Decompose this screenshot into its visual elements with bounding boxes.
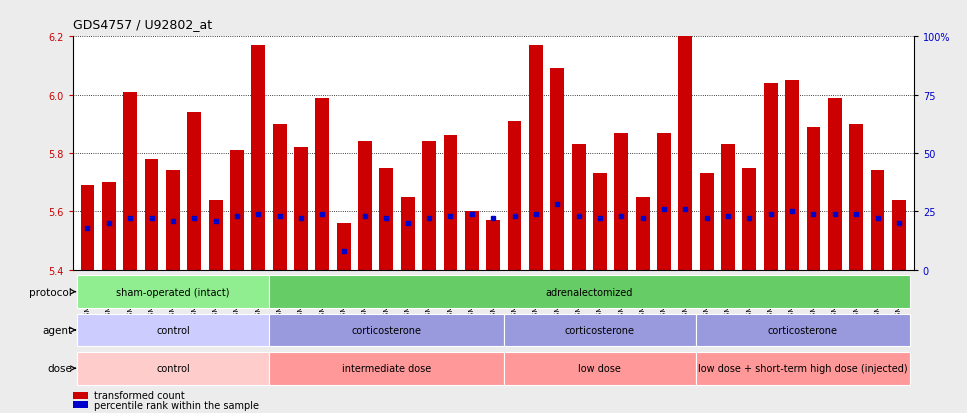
Bar [80, 185, 95, 270]
Bar [315, 98, 330, 270]
Bar [444, 136, 457, 270]
Text: agent: agent [42, 325, 73, 335]
Bar [188, 113, 201, 270]
Bar [379, 168, 394, 270]
Bar [145, 159, 159, 270]
Text: control: control [156, 363, 190, 373]
Bar [504, 352, 696, 385]
Bar [73, 401, 88, 408]
Bar [294, 148, 308, 270]
Bar [337, 223, 351, 270]
Bar [423, 142, 436, 270]
Bar [721, 145, 735, 270]
Text: protocol: protocol [29, 287, 73, 297]
Bar [486, 221, 500, 270]
Bar [550, 69, 564, 270]
Bar [166, 171, 180, 270]
Bar [400, 197, 415, 270]
Bar [123, 93, 137, 270]
Bar [529, 46, 542, 270]
Bar [269, 314, 504, 347]
Bar [870, 171, 885, 270]
Text: corticosterone: corticosterone [351, 325, 422, 335]
Bar [73, 392, 88, 399]
Bar [508, 121, 521, 270]
Bar [657, 133, 671, 270]
Bar [269, 275, 910, 308]
Text: adrenalectomized: adrenalectomized [545, 287, 633, 297]
Text: low dose + short-term high dose (injected): low dose + short-term high dose (injecte… [698, 363, 908, 373]
Bar [743, 168, 756, 270]
Bar [76, 352, 269, 385]
Text: dose: dose [47, 363, 73, 373]
Bar [696, 352, 910, 385]
Bar [764, 84, 777, 270]
Bar [635, 197, 650, 270]
Text: corticosterone: corticosterone [768, 325, 837, 335]
Bar [102, 183, 116, 270]
Text: control: control [156, 325, 190, 335]
Bar [696, 314, 910, 347]
Bar [785, 81, 799, 270]
Bar [230, 151, 244, 270]
Bar [892, 200, 906, 270]
Bar [76, 314, 269, 347]
Text: low dose: low dose [578, 363, 622, 373]
Text: transformed count: transformed count [94, 390, 185, 401]
Bar [806, 128, 820, 270]
Bar [614, 133, 629, 270]
Bar [251, 46, 265, 270]
Bar [76, 275, 269, 308]
Text: intermediate dose: intermediate dose [341, 363, 431, 373]
Bar [273, 124, 286, 270]
Bar [571, 145, 586, 270]
Bar [504, 314, 696, 347]
Text: sham-operated (intact): sham-operated (intact) [116, 287, 229, 297]
Bar [828, 98, 841, 270]
Text: percentile rank within the sample: percentile rank within the sample [94, 400, 258, 410]
Bar [465, 212, 479, 270]
Bar [358, 142, 372, 270]
Bar [679, 34, 692, 270]
Bar [209, 200, 222, 270]
Bar [849, 124, 864, 270]
Bar [700, 174, 714, 270]
Bar [269, 352, 504, 385]
Text: GDS4757 / U92802_at: GDS4757 / U92802_at [73, 18, 212, 31]
Bar [593, 174, 607, 270]
Text: corticosterone: corticosterone [565, 325, 635, 335]
